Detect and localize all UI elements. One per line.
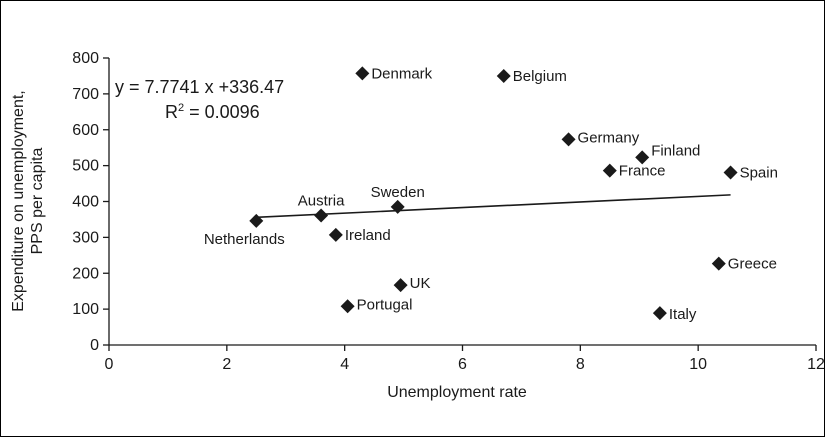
y-tick-label: 0: [90, 337, 99, 354]
tick-labels: 0 100 200 300 400 500 600 700 800 0 2 4 6 8 10 12: [72, 50, 825, 373]
x-tick-label: 10: [689, 356, 707, 373]
point-label-sweden: Sweden: [371, 184, 425, 201]
axes: [103, 57, 817, 351]
y-tick-label: 300: [72, 229, 99, 246]
point-label-uk: UK: [410, 275, 431, 292]
point-label-germany: Germany: [578, 129, 640, 146]
x-tick-label: 2: [222, 356, 231, 373]
data-point-netherlands: [249, 213, 264, 228]
data-point-france: [602, 163, 617, 178]
data-point-greece: [711, 256, 726, 271]
x-tick-label: 8: [576, 356, 585, 373]
x-axis-title: Unemployment rate: [387, 384, 527, 401]
x-tick-label: 6: [458, 356, 467, 373]
data-point-spain: [723, 165, 738, 180]
point-labels: Denmark Belgium Germany Finland France Spain A…: [204, 65, 778, 323]
data-point-germany: [561, 132, 576, 147]
point-label-finland: Finland: [651, 142, 700, 159]
point-label-austria: Austria: [298, 192, 345, 209]
data-point-italy: [652, 306, 667, 321]
y-tick-label: 700: [72, 86, 99, 103]
point-label-italy: Italy: [669, 306, 697, 323]
x-tick-label: 0: [105, 356, 114, 373]
point-label-spain: Spain: [740, 164, 778, 181]
data-point-denmark: [355, 66, 370, 81]
point-label-france: France: [619, 163, 666, 180]
regression-equation: y = 7.7741 x +336.47: [115, 77, 284, 97]
point-label-ireland: Ireland: [345, 227, 391, 244]
y-tick-label: 800: [72, 50, 99, 67]
point-label-greece: Greece: [728, 256, 777, 273]
y-tick-label: 100: [72, 301, 99, 318]
data-point-finland: [635, 150, 650, 165]
y-tick-label: 600: [72, 122, 99, 139]
data-point-uk: [393, 278, 408, 293]
data-point-portugal: [340, 299, 355, 314]
y-tick-label: 200: [72, 265, 99, 282]
point-label-denmark: Denmark: [371, 65, 432, 82]
y-axis-title: Expenditure on unemployment, PPS per cap…: [10, 90, 46, 311]
data-point-sweden: [390, 199, 405, 214]
point-label-portugal: Portugal: [357, 296, 413, 313]
point-label-belgium: Belgium: [513, 68, 567, 85]
y-tick-label: 400: [72, 194, 99, 211]
x-tick-label: 4: [340, 356, 349, 373]
data-points: [249, 66, 738, 321]
y-axis-title-line-2: PPS per capita: [29, 148, 46, 255]
data-point-austria: [314, 208, 329, 223]
x-tick-label: 12: [807, 356, 825, 373]
trendline: [256, 194, 731, 219]
data-point-belgium: [496, 68, 511, 83]
y-tick-label: 500: [72, 158, 99, 175]
r-squared: R2 = 0.0096: [165, 102, 260, 122]
point-label-netherlands: Netherlands: [204, 231, 285, 248]
data-point-ireland: [328, 227, 343, 242]
y-axis-title-line-1: Expenditure on unemployment,: [10, 90, 27, 311]
